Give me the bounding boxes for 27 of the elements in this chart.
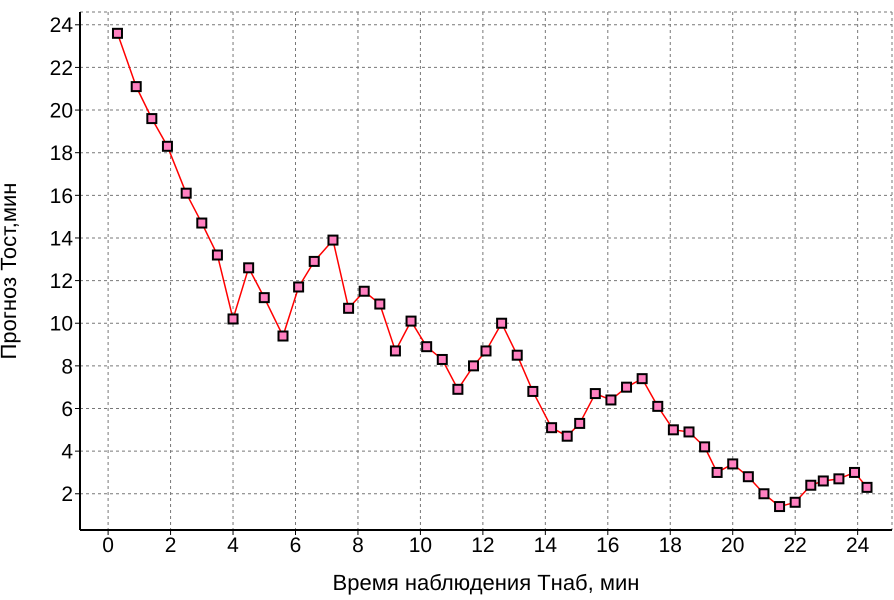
y-tick-label: 8 xyxy=(61,355,73,378)
y-tick-label: 24 xyxy=(50,14,74,38)
y-tick-label: 22 xyxy=(50,56,73,80)
x-tick-label: 18 xyxy=(658,534,682,557)
x-tick-label: 16 xyxy=(596,534,620,557)
y-tick-label: 2 xyxy=(61,483,73,506)
x-tick-label: 10 xyxy=(408,534,432,557)
y-tick-label: 12 xyxy=(50,270,73,294)
y-tick-label: 20 xyxy=(50,100,73,123)
y-tick-label: 4 xyxy=(61,440,74,464)
x-axis-title: Время наблюдения Тнаб, мин xyxy=(332,570,640,595)
x-tick-label: 2 xyxy=(164,534,176,557)
x-tick-label: 14 xyxy=(534,534,558,557)
x-tick-label: 22 xyxy=(784,534,807,557)
x-tick-label: 0 xyxy=(102,534,114,557)
y-tick-label: 16 xyxy=(50,184,73,208)
x-tick-label: 20 xyxy=(721,534,744,557)
y-tick-label: 14 xyxy=(50,227,74,250)
y-axis-title: Прогноз Тост,мин xyxy=(0,182,21,360)
x-tick-label: 4 xyxy=(227,534,240,557)
y-tick-label: 10 xyxy=(50,312,73,336)
x-tick-label: 6 xyxy=(290,534,302,557)
x-tick-label: 24 xyxy=(846,534,870,557)
x-tick-label: 8 xyxy=(352,534,364,557)
y-tick-label: 6 xyxy=(61,398,73,421)
x-tick-label: 12 xyxy=(471,534,495,557)
y-tick-label: 18 xyxy=(50,142,73,166)
